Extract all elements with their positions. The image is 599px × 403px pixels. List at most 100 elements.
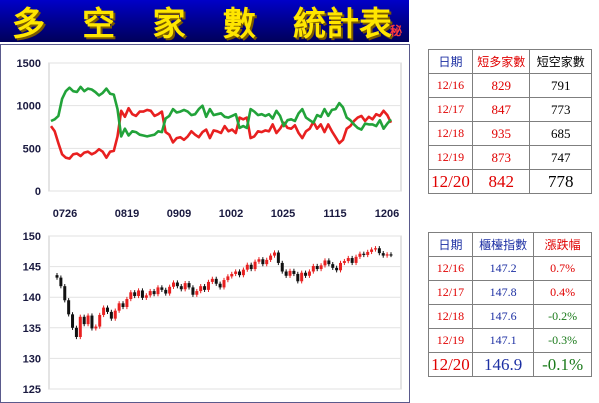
chart2-candle-body (137, 290, 141, 296)
chart2-y-tick-label: 150 (23, 231, 41, 243)
chart1-y-tick-label: 500 (23, 143, 41, 155)
chart2-y-tick-label: 145 (23, 262, 41, 274)
chart2-candle-body (109, 311, 113, 319)
chart2-candle-body (362, 253, 366, 255)
header-date: 日期 (428, 232, 473, 257)
chart2-candle-body (234, 271, 238, 274)
row-short-count: 685 (529, 121, 592, 146)
chart2-candle-body (218, 283, 222, 288)
chart1-x-tick-label: 1115 (323, 208, 346, 220)
chart2-candle-body (292, 270, 296, 274)
chart2-candle-body (230, 273, 234, 277)
chart2-candle-body (67, 300, 71, 315)
chart2-candle-body (187, 283, 191, 288)
chart2-candle-body (245, 264, 249, 270)
row-date: 12/19 (428, 145, 473, 170)
chart1-x-tick-label: 1206 (375, 208, 399, 220)
table-row-latest: 12/20 146.9 -0.1% (428, 352, 592, 377)
row-date: 12/17 (428, 97, 473, 122)
chart2-candle-body (331, 264, 335, 268)
row-date: 12/18 (428, 121, 473, 146)
chart2-candle-body (265, 259, 269, 265)
chart2-candle-body (358, 253, 362, 257)
row-change: 0.4% (533, 280, 592, 305)
table-row: 12/19 147.1 -0.3% (428, 328, 592, 353)
title-tag: 秘 (390, 24, 403, 38)
row-change: -0.3% (533, 328, 592, 353)
header-short: 短空家數 (529, 49, 592, 74)
chart1-x-tick-label: 1002 (219, 208, 243, 220)
chart2-candle-body (195, 291, 199, 295)
chart2-candle-body (288, 270, 292, 276)
chart2-candle-body (102, 307, 106, 315)
chart2-candle-body (148, 291, 152, 296)
chart2-candle-body (214, 278, 218, 284)
chart2-candle-body (98, 314, 102, 327)
chart2-candle-body (385, 254, 389, 256)
chart2-candle-body (381, 253, 385, 256)
chart2-candle-body (179, 286, 183, 290)
chart2-candle-body (280, 262, 284, 272)
chart2-candle-body (284, 271, 288, 276)
table-row: 12/16 147.2 0.7% (428, 256, 592, 281)
row-index-value: 146.9 (471, 352, 535, 377)
row-change: -0.2% (533, 304, 592, 329)
table-row: 12/18 147.6 -0.2% (428, 304, 592, 329)
chart2-y-tick-label: 140 (23, 292, 41, 304)
title-char-2: 空 (82, 4, 116, 43)
chart2-candle-body (272, 252, 276, 256)
row-short-count: 791 (529, 73, 592, 98)
chart2-y-tick-label: 135 (23, 323, 41, 335)
chart2-candle-body (307, 271, 311, 276)
chart2-candle-body (311, 265, 315, 272)
charts-svg: 0 500 1000 1500 0726 0819 0909 1002 1025 1115 1206… (17, 58, 402, 396)
table-row-latest: 12/20 842 778 (428, 169, 592, 194)
row-change: 0.7% (533, 256, 592, 281)
chart2-candle-body (133, 292, 137, 296)
chart2-candle-body (63, 286, 67, 301)
page-title: 多 空 家 數 統計表 (12, 2, 392, 43)
chart2-candle-body (90, 315, 94, 329)
row-index-value: 147.1 (471, 328, 535, 353)
table-row: 12/16 829 791 (428, 73, 592, 98)
row-index-value: 147.2 (471, 256, 535, 281)
chart1-series-line (50, 85, 392, 138)
chart2-candle-body (300, 272, 304, 282)
chart2-candle-body (342, 261, 346, 263)
chart2-candle-body (370, 249, 374, 252)
chart-panel: 0 500 1000 1500 0726 0819 0909 1002 1025 1115 1206… (0, 44, 410, 403)
table-row: 12/18 935 685 (428, 121, 592, 146)
row-date: 12/20 (428, 169, 473, 194)
chart2-candle-body (339, 262, 343, 271)
chart2-candle-body (323, 260, 327, 266)
chart2-candle-body (206, 281, 210, 290)
chart2-candle-body (71, 314, 75, 328)
row-short-count: 773 (529, 97, 592, 122)
chart2-candle-body (238, 271, 242, 276)
table-row: 12/19 873 747 (428, 145, 592, 170)
chart1-x-tick-label: 0909 (167, 208, 191, 220)
row-long-count: 847 (471, 97, 531, 122)
chart2-candle-body (74, 327, 78, 337)
chart2-candle-body (117, 303, 121, 311)
row-long-count: 842 (471, 169, 531, 194)
chart2-y-tick-label: 130 (23, 353, 41, 365)
header-index: 櫃檯指數 (471, 232, 535, 257)
index-table: 日期 櫃檯指數 漲跌幅 12/16 147.2 0.7% 12/17 147.8… (428, 232, 592, 377)
chart2-candle-body (172, 282, 176, 287)
chart2-candle-body (366, 251, 370, 255)
table-header-row: 日期 櫃檯指數 漲跌幅 (428, 232, 592, 257)
title-char-4: 數 (222, 4, 256, 43)
row-date: 12/20 (428, 352, 473, 377)
row-long-count: 873 (471, 145, 531, 170)
chart2-candle-body (113, 310, 117, 319)
chart2-candle-body (156, 287, 160, 295)
chart2-candle-body (125, 299, 129, 307)
row-index-value: 147.6 (471, 304, 535, 329)
chart1-y-tick-label: 1000 (17, 101, 41, 113)
chart2-candle-body (152, 291, 156, 295)
chart2-candle-body (86, 315, 90, 325)
row-long-count: 829 (471, 73, 531, 98)
table-row: 12/17 847 773 (428, 97, 592, 122)
title-bar: 多 空 家 數 統計表 秘 (0, 0, 409, 43)
